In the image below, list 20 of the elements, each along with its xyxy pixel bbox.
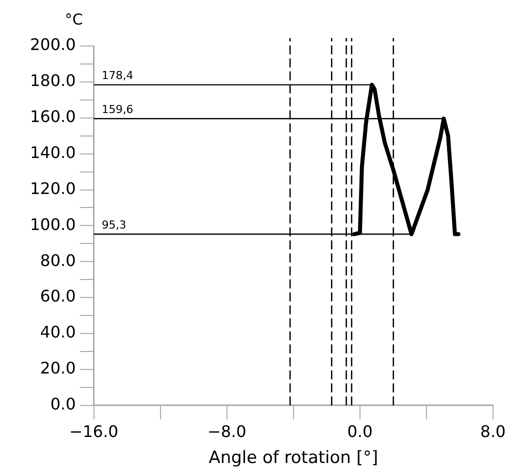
x-tick-label: 0.0 xyxy=(347,422,373,442)
y-tick-label: 120.0 xyxy=(30,178,76,198)
y-axis-title: °C xyxy=(64,10,83,28)
y-tick-label: 40.0 xyxy=(40,322,76,342)
y-tick-label: 140.0 xyxy=(30,142,76,162)
x-tick-label: 8.0 xyxy=(480,422,506,442)
annotation: 178,4 xyxy=(102,69,134,82)
x-tick-label: −8.0 xyxy=(207,422,246,442)
y-tick-label: 80.0 xyxy=(40,250,76,270)
y-tick-label: 100.0 xyxy=(30,214,76,234)
x-tick-label: −16.0 xyxy=(69,422,118,442)
y-tick-label: 160.0 xyxy=(30,107,76,126)
x-axis-title: Angle of rotation [°] xyxy=(208,448,378,468)
y-tick-label: 200.0 xyxy=(30,35,76,54)
annotation: 95,3 xyxy=(102,218,126,232)
y-tick-label: 60.0 xyxy=(40,286,76,306)
y-tick-label: 20.0 xyxy=(40,358,76,378)
annotation: 159,6 xyxy=(102,102,134,116)
y-tick-label: 0.0 xyxy=(50,394,76,414)
y-tick-label: 180.0 xyxy=(30,71,76,90)
